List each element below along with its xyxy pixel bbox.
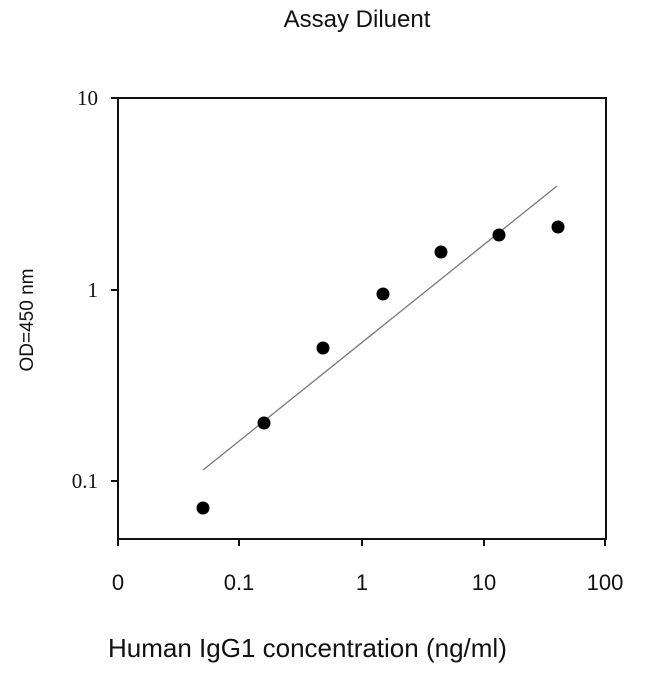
data-point [376, 287, 390, 301]
x-tick-label: 100 [587, 570, 624, 595]
x-axis-ticks: 0 0.1 1 10 100 [112, 539, 623, 595]
data-point [257, 416, 271, 430]
y-tick-label: 10 [77, 86, 98, 110]
x-tick-label: 10 [472, 570, 496, 595]
chart-title: Assay Diluent [283, 6, 431, 33]
data-point [492, 228, 506, 242]
fit-line [202, 185, 558, 471]
y-tick-label: 1 [88, 278, 99, 302]
regression-line [202, 185, 558, 471]
x-tick-label: 0 [112, 570, 124, 595]
x-axis-label: Human IgG1 concentration (ng/ml) [108, 633, 507, 663]
axes-box [117, 97, 607, 540]
data-point [196, 501, 210, 515]
data-point [434, 245, 448, 259]
data-points [196, 220, 565, 515]
x-tick-label: 0.1 [224, 570, 255, 595]
data-point [551, 220, 565, 234]
plot-frame [117, 97, 607, 540]
data-point [316, 341, 330, 355]
x-tick-label: 1 [356, 570, 368, 595]
y-tick-label: 0.1 [72, 469, 98, 493]
y-axis-ticks: 10 1 0.1 [72, 86, 118, 493]
